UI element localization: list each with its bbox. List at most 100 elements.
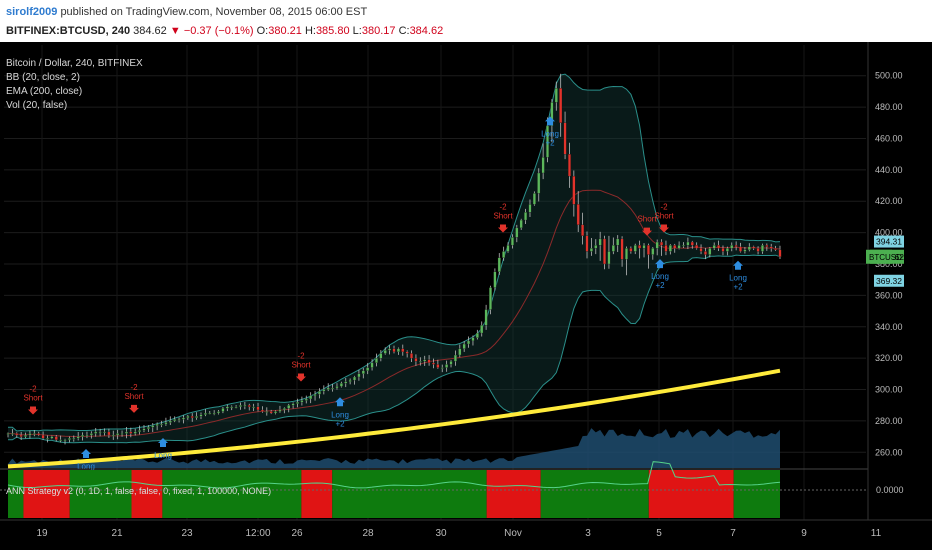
published-text: published on TradingView.com, November 0… — [60, 6, 368, 18]
time-axis-background — [0, 520, 932, 550]
candle-body — [506, 245, 510, 252]
candle-body — [673, 245, 677, 249]
short-arrow-icon — [296, 373, 306, 382]
indicator-segment — [23, 470, 70, 518]
candle-body — [418, 361, 422, 363]
candle-body — [646, 245, 650, 255]
bollinger-bands — [8, 73, 781, 444]
candle-body — [515, 227, 519, 238]
price-tick: 360.00 — [875, 290, 903, 300]
short-arrow-icon — [498, 224, 508, 233]
candle-body — [717, 245, 721, 249]
candle-body — [743, 249, 747, 252]
signal-long-label: Long — [651, 272, 669, 281]
candle-body — [287, 405, 291, 409]
candle-body — [554, 88, 558, 103]
price-tick: 500.00 — [875, 71, 903, 81]
short-arrow-icon — [129, 404, 139, 413]
candle-body — [195, 416, 199, 418]
candle-body — [41, 434, 45, 439]
signal-short-label: -2 — [29, 384, 37, 393]
candle-body — [388, 348, 392, 351]
candle-body — [221, 408, 225, 412]
candle-body — [19, 434, 23, 437]
close-value: 384.62 — [409, 25, 444, 37]
candle-body — [721, 248, 725, 252]
candle-body — [730, 245, 734, 249]
indicator-segment — [332, 470, 487, 518]
long-arrow-icon — [655, 259, 665, 269]
signal-short-label: Short — [124, 392, 144, 401]
candle-body — [190, 416, 194, 418]
ema-path — [7, 368, 781, 469]
bb-basis — [8, 189, 781, 438]
candle-body — [633, 245, 637, 252]
candle-body — [778, 249, 782, 257]
candle-body — [489, 287, 492, 310]
candle-body — [458, 348, 462, 356]
candle-body — [611, 245, 615, 252]
badge-upper-bg — [874, 235, 904, 248]
candle-body — [146, 427, 150, 429]
candle-body — [462, 343, 466, 349]
candle-body — [300, 400, 304, 403]
time-tick: 23 — [181, 528, 193, 539]
badge-lower: 369.32 — [876, 276, 902, 286]
long-arrow-icon — [545, 116, 555, 126]
volume-area — [8, 428, 780, 468]
symbol-line: BITFINEX:BTCUSD, 240 384.62 ▼ −0.37 (−0.… — [6, 25, 443, 37]
badge-lower-bg — [874, 274, 904, 287]
candle-body — [682, 245, 685, 247]
volume-bars — [8, 428, 780, 468]
candle-body — [348, 379, 352, 382]
candle-body — [383, 350, 387, 354]
candle-body — [603, 238, 607, 265]
candle-body — [94, 431, 98, 434]
signal-short-label: Short — [291, 361, 311, 370]
signal-short-label: Short — [637, 215, 657, 224]
candle-body — [120, 433, 124, 435]
candle-body — [313, 394, 317, 396]
candle-body — [572, 175, 576, 205]
candle-body — [752, 246, 756, 249]
candle-body — [344, 381, 348, 384]
signal-short-label: -2 — [130, 383, 138, 392]
short-arrow-icon — [28, 406, 38, 415]
publisher-line: sirolf2009 published on TradingView.com,… — [6, 6, 367, 18]
time-tick: 11 — [871, 528, 882, 539]
bb-lower — [8, 254, 781, 444]
candle-body — [475, 332, 479, 338]
time-tick: Nov — [504, 528, 522, 539]
price-tick: 440.00 — [875, 165, 903, 175]
candle-body — [550, 102, 554, 127]
price-axis: 500.00 480.00 460.00 440.00 420.00 400.00 380.… — [866, 42, 932, 550]
candle-body — [445, 364, 449, 368]
change-arrow: ▼ — [169, 25, 181, 37]
candle-body — [567, 154, 571, 177]
legend-item: BB (20, close, 2) — [6, 72, 80, 83]
candle-body — [519, 219, 523, 229]
candle-body — [484, 309, 488, 326]
candle-body — [638, 245, 642, 249]
symbol-name[interactable]: BITFINEX:BTCUSD, 240 — [6, 25, 131, 37]
time-tick: 12:00 — [245, 528, 270, 539]
candle-body — [155, 423, 159, 426]
chart-header: sirolf2009 published on TradingView.com,… — [0, 0, 932, 42]
candle-body — [668, 245, 672, 252]
indicator-line — [7, 461, 781, 489]
candle-body — [432, 362, 435, 365]
signal-short-label: Short — [654, 211, 674, 220]
candle-body — [173, 419, 177, 422]
price-tick: 260.00 — [875, 447, 903, 457]
badge-symbol-bg — [866, 249, 892, 264]
price-tick: 480.00 — [875, 102, 903, 112]
time-tick: 26 — [291, 528, 303, 539]
candle-body — [111, 434, 115, 437]
candle-body — [660, 241, 664, 246]
candle-body — [265, 411, 269, 413]
publisher-link[interactable]: sirolf2009 — [6, 6, 58, 18]
candle-body — [620, 238, 624, 260]
price-tick: 400.00 — [875, 228, 903, 238]
